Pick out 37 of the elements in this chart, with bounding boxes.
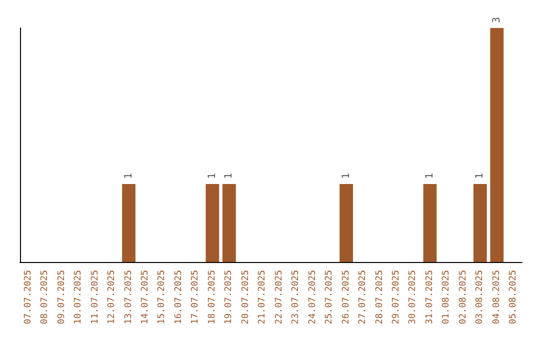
data-label: 1 [474, 172, 486, 179]
data-label: 1 [123, 172, 134, 179]
data-label: 1 [340, 172, 352, 179]
x-tick-label: 09.07.2025 [56, 270, 67, 324]
x-tick-label: 13.07.2025 [124, 270, 134, 324]
x-tick-label: 24.07.2025 [308, 270, 318, 324]
x-tick-label: 14.07.2025 [140, 270, 150, 324]
x-tick-label: 16.07.2025 [174, 270, 184, 324]
x-tick-label: 28.07.2025 [374, 270, 385, 324]
x-tick-label: 17.07.2025 [190, 270, 201, 324]
x-tick-label: 23.07.2025 [291, 270, 302, 324]
x-tick-label: 12.07.2025 [107, 270, 118, 324]
x-tick-label: 08.07.2025 [40, 270, 50, 324]
x-tick-label: 07.07.2025 [23, 270, 34, 324]
x-tick-label: 31.07.2025 [424, 270, 435, 324]
x-tick-label: 19.07.2025 [224, 270, 234, 324]
x-tick-label: 30.07.2025 [408, 270, 418, 324]
x-tick-label: 11.07.2025 [90, 270, 100, 324]
x-tick-label: 01.08.2025 [442, 270, 452, 324]
x-tick-label: 03.08.2025 [475, 270, 486, 324]
x-tick-label: 26.07.2025 [341, 270, 352, 324]
x-tick-label: 04.08.2025 [492, 270, 502, 324]
data-label: 1 [224, 172, 235, 179]
x-tick-label: 10.07.2025 [74, 270, 84, 324]
data-label: 1 [424, 172, 436, 179]
x-tick-label: 20.07.2025 [240, 270, 251, 324]
x-tick-label: 29.07.2025 [392, 270, 402, 324]
x-tick-label: 25.07.2025 [324, 270, 335, 324]
x-tick-label: 22.07.2025 [274, 270, 284, 324]
data-label: 3 [491, 16, 502, 23]
data-label: 1 [206, 172, 218, 179]
x-tick-label: 21.07.2025 [258, 270, 268, 324]
x-tick-label: 05.08.2025 [508, 270, 519, 324]
x-tick-label: 27.07.2025 [358, 270, 368, 324]
x-tick-label: 18.07.2025 [207, 270, 218, 324]
x-tick-label: 15.07.2025 [157, 270, 168, 324]
x-tick-label: 02.08.2025 [458, 270, 468, 324]
